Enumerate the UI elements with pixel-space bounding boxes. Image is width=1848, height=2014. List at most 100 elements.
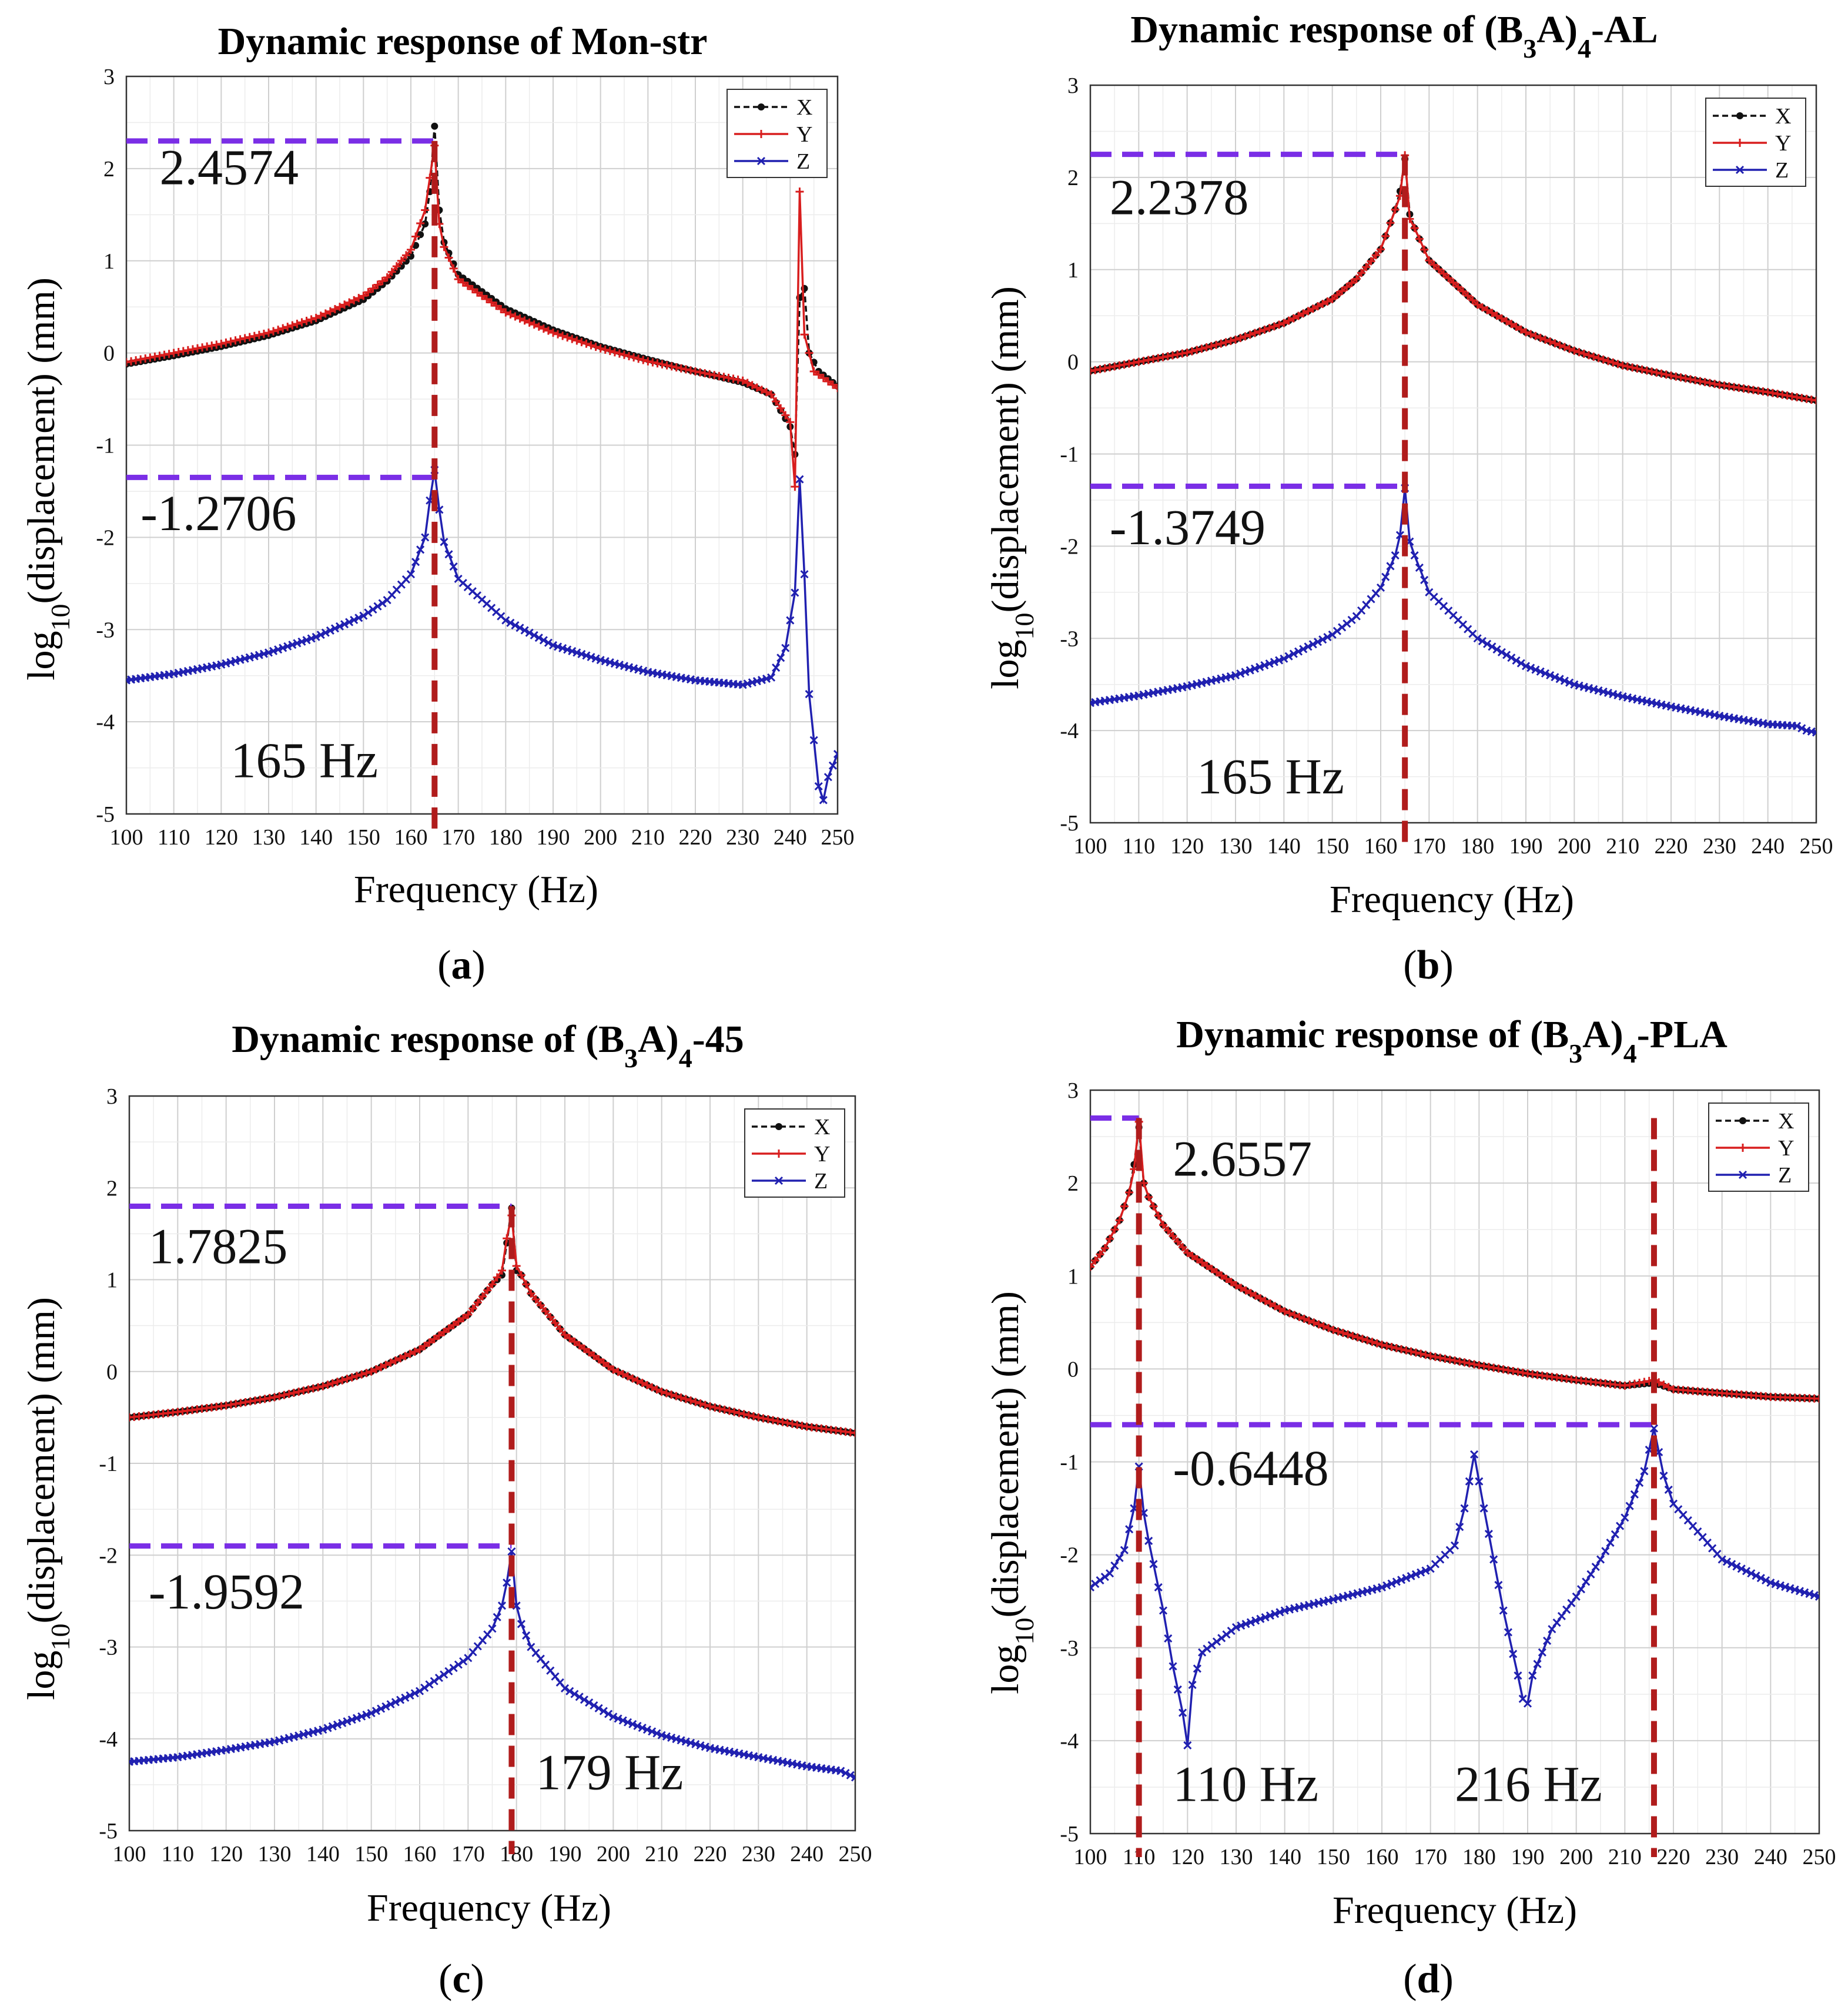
x-tick-label: 200 (597, 1842, 630, 1866)
x-tick-label: 120 (205, 825, 238, 850)
y-tick-label: -3 (96, 618, 115, 642)
y-tick-label: -3 (1060, 626, 1079, 651)
legend-label-y: Y (796, 122, 812, 147)
data-point-y (307, 315, 316, 324)
data-point-z (420, 1683, 429, 1692)
data-point-z (359, 611, 368, 620)
data-point-y (420, 1342, 429, 1351)
data-point-y (1120, 1202, 1129, 1211)
data-point-y (362, 1369, 371, 1378)
data-point-y (625, 351, 634, 360)
data-point-z (1516, 659, 1525, 668)
data-point-z (1541, 669, 1549, 678)
data-point-z (1289, 649, 1298, 658)
data-point-y (1522, 328, 1530, 337)
data-point-y (561, 1331, 569, 1339)
data-point-y (517, 1271, 525, 1279)
data-point-z (1572, 1592, 1581, 1601)
data-point-y (1454, 283, 1462, 291)
data-point-y (463, 282, 472, 290)
data-point-y (1207, 341, 1216, 350)
x-tick-label: 180 (1461, 834, 1494, 859)
data-point-z (501, 616, 510, 625)
data-point-y (573, 336, 581, 345)
data-point-y (1125, 1188, 1134, 1197)
data-point-z (1531, 665, 1540, 674)
data-point-z (1664, 1485, 1673, 1494)
data-point-y (316, 311, 325, 320)
data-point-y (1372, 1339, 1381, 1348)
data-point-z (628, 1720, 637, 1728)
chart-panel-c: Dynamic response of (B3A)4-45 100 110 120 1… (20, 1018, 872, 2002)
legend-label-z: Z (1778, 1163, 1792, 1188)
data-point-z (440, 1670, 448, 1679)
data-point-y (207, 341, 216, 350)
data-point-y (1434, 265, 1443, 274)
chart-title: Dynamic response of (B3A)4-45 (232, 1018, 744, 1073)
data-point-z (297, 637, 306, 646)
data-point-y (458, 278, 467, 287)
legend-marker-y (1736, 139, 1744, 147)
data-point-y (377, 1363, 386, 1372)
legend-label-y: Y (1775, 131, 1791, 156)
data-point-y (609, 1365, 618, 1374)
annotation-label: 216 Hz (1455, 1756, 1602, 1812)
x-tick-label: 130 (252, 825, 286, 850)
data-point-y (488, 1280, 497, 1289)
data-point-x (431, 122, 438, 130)
data-point-z (377, 1704, 386, 1713)
data-point-y (1183, 348, 1191, 357)
data-point-y (1541, 335, 1549, 344)
data-point-y (833, 384, 838, 393)
data-point-y (601, 345, 610, 354)
data-point-z (396, 1695, 405, 1704)
annotation-label: -1.3749 (1110, 499, 1266, 555)
data-point-y (1305, 1316, 1313, 1325)
data-point-y (1546, 337, 1555, 346)
data-point-y (1565, 344, 1574, 353)
data-point-y (132, 356, 140, 365)
data-point-z (648, 1727, 657, 1736)
data-point-y (748, 381, 756, 390)
data-point-y (634, 354, 643, 363)
data-point-y (255, 330, 263, 339)
data-point-y (819, 374, 828, 383)
data-point-z (1621, 1513, 1629, 1522)
data-point-y (691, 1398, 700, 1406)
x-tick-label: 120 (1170, 834, 1204, 859)
legend: XYZ (1705, 98, 1806, 187)
data-point-z (772, 663, 781, 672)
data-point-y (1193, 1255, 1201, 1264)
data-point-y (531, 1295, 540, 1303)
y-tick-label: 2 (103, 157, 115, 182)
data-point-z (347, 1715, 356, 1724)
data-point-y (1222, 1274, 1231, 1283)
data-point-z (1392, 1577, 1401, 1586)
data-point-z (1814, 1592, 1819, 1601)
data-point-y (1333, 291, 1341, 300)
data-point-z (369, 605, 377, 614)
data-point-y (1207, 1265, 1216, 1274)
data-point-y (769, 1416, 778, 1425)
data-point-y (265, 329, 273, 337)
data-point-z (585, 1698, 594, 1707)
data-point-z (1318, 635, 1327, 644)
data-point-y (421, 206, 430, 215)
data-point-y (1110, 362, 1119, 371)
data-point-y (1106, 1235, 1114, 1243)
data-point-y (1256, 327, 1264, 336)
legend-marker-y (1739, 1144, 1747, 1152)
data-point-y (1226, 337, 1235, 346)
data-point-z (580, 1695, 588, 1704)
data-point-z (425, 1680, 434, 1689)
data-point-z (293, 639, 302, 648)
data-point-z (1737, 1564, 1746, 1573)
chart-panel-b: Dynamic response of (B3A)4-AL 100 110 120 1… (984, 8, 1833, 988)
data-point-y (591, 343, 600, 351)
data-point-y (585, 1348, 594, 1356)
data-point-z (539, 636, 548, 645)
data-point-y (662, 361, 671, 370)
annotation-label: 2.4574 (159, 139, 299, 196)
data-point-z (1635, 1479, 1644, 1487)
